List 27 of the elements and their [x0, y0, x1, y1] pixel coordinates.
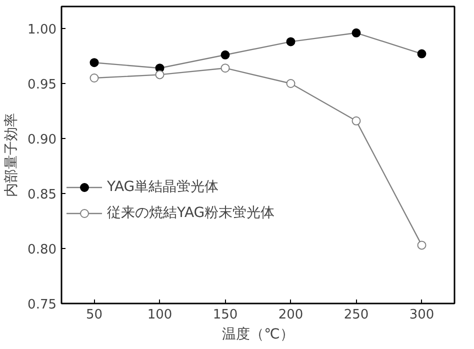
y-tick-label: 0.75	[28, 298, 57, 312]
x-tick-label: 200	[278, 308, 304, 322]
point	[286, 37, 296, 46]
y-tick-label: 0.85	[28, 188, 57, 202]
point	[220, 50, 230, 60]
point	[155, 70, 164, 80]
legend-label: YAG単結晶蛍光体	[107, 178, 219, 196]
point	[90, 74, 99, 82]
x-tick-label: 100	[147, 308, 172, 322]
x-tick-label: 50	[86, 308, 103, 322]
point	[417, 240, 426, 250]
y-tick-label: 1.00	[28, 22, 57, 38]
point	[352, 116, 361, 126]
legend-label: 従来の焼結YAG粉末蛍光体	[107, 204, 275, 222]
y-axis-title: 内部量子効率	[4, 113, 20, 197]
point	[90, 58, 99, 68]
y-tick-label: 0.95	[28, 78, 57, 92]
y-tick-label: 0.80	[28, 242, 57, 258]
point	[417, 49, 426, 58]
x-tick-label: 250	[344, 308, 369, 322]
y-tick-label: 0.90	[28, 132, 57, 148]
x-axis-title: 温度（℃）	[222, 326, 294, 342]
point	[220, 64, 230, 73]
x-tick-label: 150	[212, 308, 238, 322]
x-tick-label: 300	[409, 308, 434, 322]
point	[286, 79, 296, 88]
point	[352, 28, 361, 38]
